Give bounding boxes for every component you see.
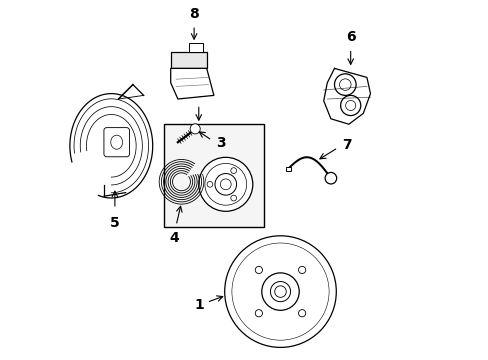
Circle shape: [190, 124, 200, 134]
Text: 8: 8: [189, 6, 199, 21]
Circle shape: [270, 282, 290, 302]
Circle shape: [199, 157, 252, 211]
Text: 1: 1: [194, 298, 203, 312]
Polygon shape: [170, 52, 206, 68]
Circle shape: [298, 266, 305, 274]
Polygon shape: [170, 68, 213, 99]
Circle shape: [298, 310, 305, 317]
Text: 2: 2: [194, 86, 203, 100]
FancyBboxPatch shape: [163, 124, 264, 227]
Circle shape: [340, 95, 360, 116]
Circle shape: [334, 74, 355, 95]
FancyBboxPatch shape: [285, 167, 291, 171]
Text: 5: 5: [110, 216, 120, 230]
Circle shape: [224, 236, 336, 347]
Circle shape: [230, 195, 236, 201]
Circle shape: [220, 179, 231, 190]
Circle shape: [325, 172, 336, 184]
Circle shape: [206, 181, 212, 187]
Circle shape: [261, 273, 299, 310]
Circle shape: [274, 286, 285, 297]
Circle shape: [215, 174, 236, 195]
Circle shape: [255, 310, 262, 317]
Circle shape: [230, 168, 236, 174]
Text: 4: 4: [169, 231, 179, 245]
FancyBboxPatch shape: [188, 43, 203, 52]
Text: 3: 3: [215, 136, 225, 150]
Text: 7: 7: [342, 138, 351, 152]
Circle shape: [255, 266, 262, 274]
Text: 6: 6: [345, 30, 355, 44]
